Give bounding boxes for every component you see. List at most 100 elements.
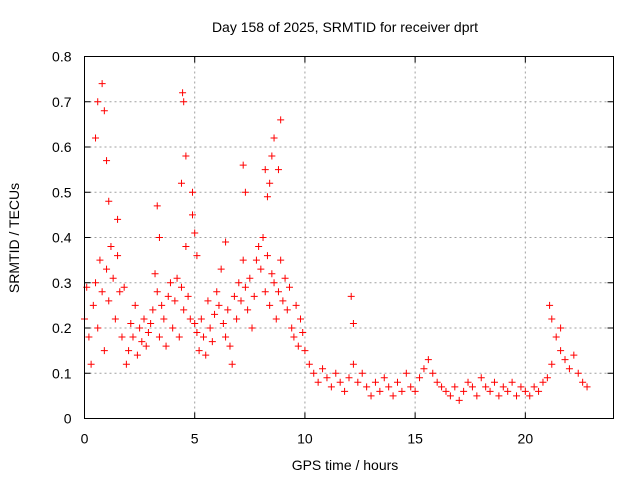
data-point	[277, 116, 285, 124]
y-tick-label: 0.4	[52, 230, 72, 246]
data-point	[367, 392, 375, 400]
data-point	[109, 274, 117, 282]
data-point	[107, 243, 115, 251]
data-point	[455, 396, 463, 404]
data-point	[131, 301, 139, 309]
data-point	[266, 301, 274, 309]
data-point	[160, 315, 168, 323]
data-point	[171, 297, 179, 305]
data-point	[228, 360, 236, 368]
data-point	[158, 301, 166, 309]
y-tick-label: 0	[64, 411, 72, 427]
data-point	[266, 179, 274, 187]
data-point	[281, 274, 289, 282]
data-point	[213, 288, 221, 296]
data-point	[175, 333, 183, 341]
data-point	[341, 387, 349, 395]
data-point	[92, 134, 100, 142]
data-point	[570, 351, 578, 359]
data-point	[407, 383, 415, 391]
data-point	[250, 292, 258, 300]
data-point	[105, 197, 113, 205]
data-point	[261, 288, 269, 296]
data-point	[477, 374, 485, 382]
data-point	[385, 383, 393, 391]
data-point	[263, 193, 271, 201]
plot-frame	[84, 56, 614, 419]
data-point	[147, 319, 155, 327]
data-point	[327, 383, 335, 391]
data-point	[393, 378, 401, 386]
data-point	[211, 310, 219, 318]
data-point	[294, 342, 302, 350]
data-point	[332, 369, 340, 377]
data-point	[191, 229, 199, 237]
data-point	[429, 369, 437, 377]
data-point	[565, 365, 573, 373]
y-tick-label: 0.5	[52, 184, 72, 200]
data-point	[166, 279, 174, 287]
data-point	[118, 333, 126, 341]
data-point	[173, 274, 181, 282]
data-point	[136, 324, 144, 332]
data-point	[237, 297, 245, 305]
data-point	[363, 383, 371, 391]
x-tick-label: 10	[297, 431, 313, 447]
data-point	[105, 297, 113, 305]
x-tick-label: 15	[407, 431, 423, 447]
data-point	[347, 292, 355, 300]
data-point	[155, 333, 163, 341]
data-point	[177, 283, 185, 291]
data-point	[235, 279, 243, 287]
data-point	[557, 324, 565, 332]
grid-lines	[84, 56, 614, 419]
data-point	[239, 256, 247, 264]
data-point	[193, 329, 201, 337]
data-point	[111, 315, 119, 323]
data-point	[103, 157, 111, 165]
data-point	[184, 292, 192, 300]
data-point	[263, 252, 271, 260]
data-point	[552, 333, 560, 341]
data-point	[100, 107, 108, 115]
data-point	[144, 329, 152, 337]
data-point	[285, 283, 293, 291]
data-point	[299, 329, 307, 337]
data-point	[180, 306, 188, 314]
data-point	[543, 374, 551, 382]
data-point	[202, 351, 210, 359]
data-point	[155, 234, 163, 241]
data-point	[579, 378, 587, 386]
y-tick-labels: 0 0.1 0.2 0.3 0.4 0.5 0.6 0.7 0.8	[52, 49, 72, 427]
data-point	[371, 378, 379, 386]
data-point	[268, 270, 276, 278]
data-point	[517, 383, 525, 391]
data-point	[200, 333, 208, 341]
data-point	[535, 387, 543, 395]
data-point	[574, 369, 582, 377]
data-point	[162, 342, 170, 350]
data-point	[583, 383, 591, 391]
data-point	[140, 315, 148, 323]
data-point	[241, 283, 249, 291]
y-tick-label: 0.3	[52, 275, 72, 291]
data-point	[530, 383, 538, 391]
data-point	[233, 315, 241, 323]
data-point	[504, 387, 512, 395]
data-point	[138, 338, 146, 346]
data-point	[230, 292, 238, 300]
data-point	[114, 215, 122, 223]
data-point	[204, 297, 212, 305]
data-point	[189, 188, 197, 196]
data-point	[499, 383, 507, 391]
data-point	[442, 387, 450, 395]
data-point	[94, 98, 102, 106]
data-point	[224, 306, 232, 314]
data-point	[526, 392, 534, 400]
data-point	[548, 360, 556, 368]
data-point	[358, 369, 366, 377]
data-point	[197, 315, 205, 323]
data-point	[354, 378, 362, 386]
data-point	[398, 387, 406, 395]
data-point	[279, 297, 287, 305]
